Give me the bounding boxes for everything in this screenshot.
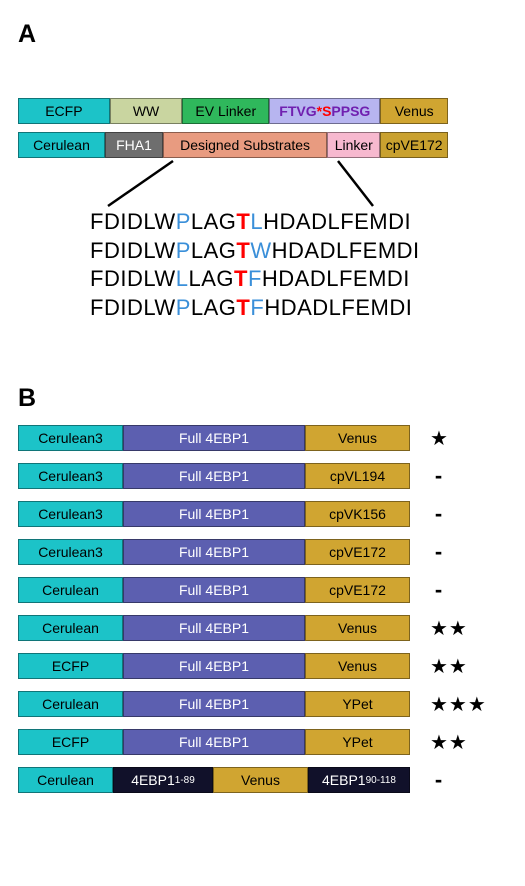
b-row-9-seg-2: Venus [213,767,308,793]
a-row2-seg-3: Linker [327,132,380,158]
panel-b-label: B [18,384,507,413]
b-row-2-seg-2: cpVK156 [305,501,410,527]
b-row-0-seg-1: Full 4EBP1 [123,425,305,451]
b-row-9-seg-0: Cerulean [18,767,113,793]
b-row-4-seg-0: Cerulean [18,577,123,603]
b-row-9-rating: - [430,767,448,793]
b-row-3: Cerulean3Full 4EBP1cpVE172- [18,539,448,565]
sequence-block: FDIDLWPLAGTLHDADLFEMDIFDIDLWPLAGTWHDADLF… [90,208,507,322]
b-row-0-seg-2: Venus [305,425,410,451]
b-row-9-seg-3: 4EBP190-118 [308,767,410,793]
sequence-row-3: FDIDLWPLAGTFHDADLFEMDI [90,294,507,323]
b-row-3-seg-1: Full 4EBP1 [123,539,305,565]
sequence-row-1: FDIDLWPLAGTWHDADLFEMDI [90,237,507,266]
panel-a-label: A [18,20,507,49]
a-row1-seg-1: WW [110,98,182,124]
b-row-3-seg-0: Cerulean3 [18,539,123,565]
a-row1-seg-0: ECFP [18,98,110,124]
a-row2-seg-2: Designed Substrates [163,132,327,158]
a-row1-seg-4: Venus [380,98,448,124]
b-row-6-seg-1: Full 4EBP1 [123,653,305,679]
a-row2-seg-1: FHA1 [105,132,163,158]
b-row-6-rating: ★★ [430,654,468,679]
b-row-6-seg-0: ECFP [18,653,123,679]
b-row-0: Cerulean3Full 4EBP1Venus ★ [18,425,448,451]
b-row-4: CeruleanFull 4EBP1cpVE172- [18,577,448,603]
b-row-8-seg-2: YPet [305,729,410,755]
b-row-2-seg-0: Cerulean3 [18,501,123,527]
b-row-1-seg-2: cpVL194 [305,463,410,489]
b-row-7-rating: ★★★ [430,692,487,717]
a-row1-seg-2: EV Linker [182,98,269,124]
b-row-8: ECFPFull 4EBP1YPet★★ [18,729,448,755]
connector-lines [18,158,448,208]
a-row2-seg-4: cpVE172 [380,132,448,158]
b-row-5-rating: ★★ [430,616,468,641]
b-row-4-rating: - [430,577,448,603]
b-row-5-seg-2: Venus [305,615,410,641]
b-row-9: Cerulean4EBP11-89Venus4EBP190-118- [18,767,448,793]
a-row2-seg-0: Cerulean [18,132,105,158]
b-row-5: CeruleanFull 4EBP1Venus★★ [18,615,448,641]
b-row-7: CeruleanFull 4EBP1YPet★★★ [18,691,448,717]
b-row-8-rating: ★★ [430,730,468,755]
a-row1-seg-3: FTVG*SPPSG [269,98,380,124]
b-row-6: ECFPFull 4EBP1Venus★★ [18,653,448,679]
b-row-8-seg-0: ECFP [18,729,123,755]
panel-b-rows: Cerulean3Full 4EBP1Venus★Cerulean3Full 4… [18,425,507,793]
panel-a-row-1: ECFPWWEV LinkerFTVG*SPPSGVenus [18,98,448,124]
b-row-1-seg-0: Cerulean3 [18,463,123,489]
b-row-2-seg-1: Full 4EBP1 [123,501,305,527]
b-row-9-seg-1: 4EBP11-89 [113,767,213,793]
b-row-5-seg-1: Full 4EBP1 [123,615,305,641]
b-row-2: Cerulean3Full 4EBP1cpVK156- [18,501,448,527]
b-row-7-seg-0: Cerulean [18,691,123,717]
b-row-3-seg-2: cpVE172 [305,539,410,565]
b-row-4-seg-2: cpVE172 [305,577,410,603]
b-row-1-seg-1: Full 4EBP1 [123,463,305,489]
b-row-3-rating: - [430,539,448,565]
b-row-0-rating: ★ [430,426,449,451]
panel-a-row-2: CeruleanFHA1Designed SubstratesLinkercpV… [18,132,448,158]
b-row-1-rating: - [430,463,448,489]
b-row-2-rating: - [430,501,448,527]
sequence-row-2: FDIDLWLLAGTFHDADLFEMDI [90,265,507,294]
b-row-6-seg-2: Venus [305,653,410,679]
b-row-8-seg-1: Full 4EBP1 [123,729,305,755]
b-row-5-seg-0: Cerulean [18,615,123,641]
b-row-7-seg-1: Full 4EBP1 [123,691,305,717]
b-row-4-seg-1: Full 4EBP1 [123,577,305,603]
b-row-1: Cerulean3Full 4EBP1cpVL194- [18,463,448,489]
b-row-0-seg-0: Cerulean3 [18,425,123,451]
b-row-7-seg-2: YPet [305,691,410,717]
